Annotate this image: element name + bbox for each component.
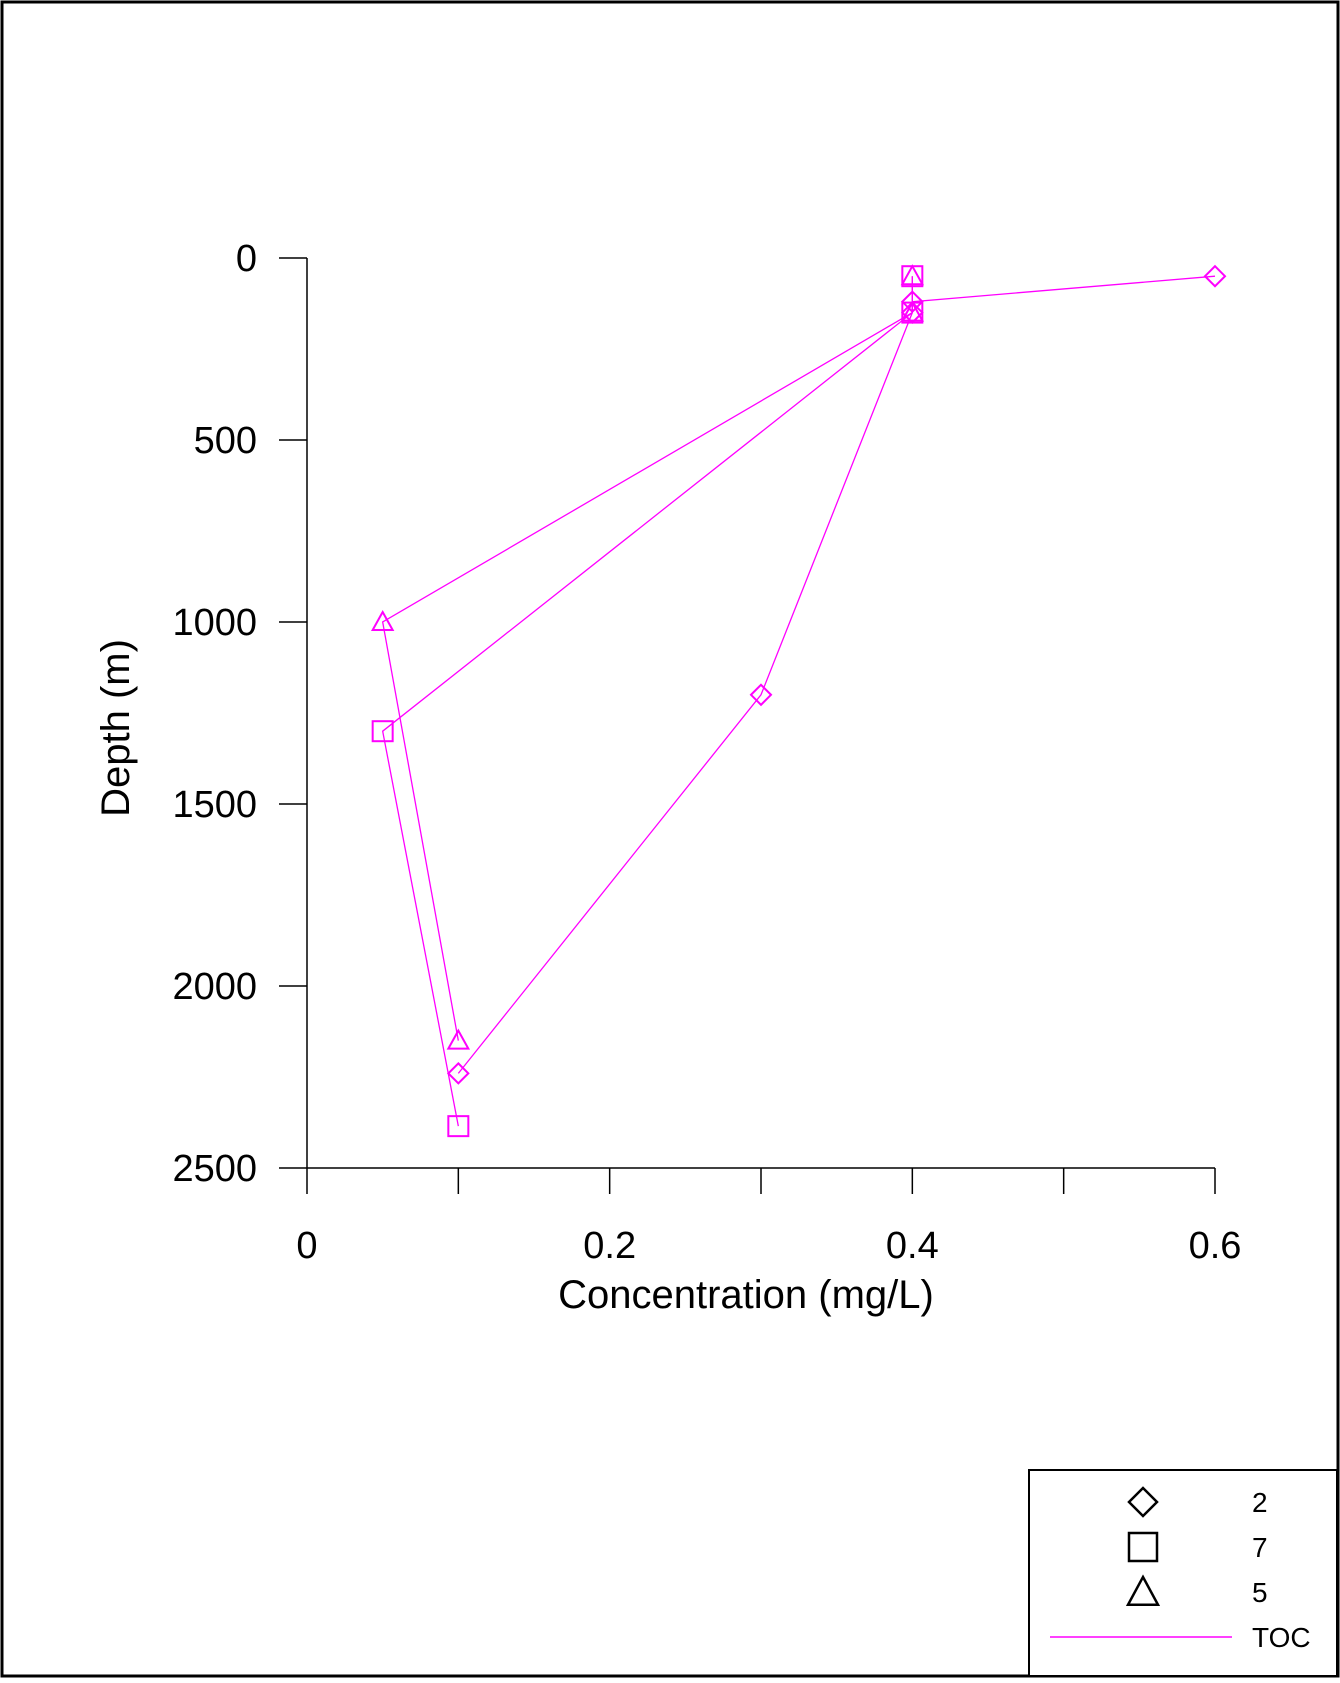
legend-box xyxy=(1028,1469,1338,1677)
data-point-triangle xyxy=(370,609,395,631)
legend-label: 7 xyxy=(1252,1532,1268,1563)
x-tick-label: 0.4 xyxy=(886,1225,939,1267)
tick-labels: 0 500 1000 1500 2000 2500 0 0.2 0.4 0.6 xyxy=(172,238,1241,1267)
legend-label: 2 xyxy=(1252,1487,1268,1518)
data-point-square xyxy=(447,1115,470,1138)
axes xyxy=(279,257,1216,1194)
x-axis-title: Concentration (mg/L) xyxy=(558,1273,934,1317)
data-markers xyxy=(370,264,1227,1138)
data-point-diamond xyxy=(900,290,924,314)
legend-items: 2 7 5 TOC xyxy=(1050,1486,1311,1653)
legend-diamond-icon xyxy=(1127,1486,1159,1518)
y-tick-label: 0 xyxy=(236,238,257,280)
legend-label: 5 xyxy=(1252,1577,1268,1608)
x-tick-label: 0 xyxy=(296,1225,317,1267)
y-axis-title: Depth (m) xyxy=(94,639,138,817)
legend-triangle-icon xyxy=(1125,1574,1161,1606)
legend-square-icon xyxy=(1127,1531,1159,1563)
y-tick-label: 500 xyxy=(194,420,257,462)
data-point-diamond xyxy=(749,683,773,707)
y-tick-label: 1500 xyxy=(172,784,257,826)
data-point-square xyxy=(371,720,394,743)
y-tick-label: 1000 xyxy=(172,602,257,644)
x-tick-label: 0.2 xyxy=(583,1225,636,1267)
legend: 2 7 5 TOC xyxy=(1028,1469,1338,1677)
y-tick-label: 2500 xyxy=(172,1148,257,1190)
data-point-diamond xyxy=(446,1061,470,1085)
data-point-triangle xyxy=(900,300,925,322)
series-line-5 xyxy=(381,276,913,1041)
data-point-triangle xyxy=(900,264,925,286)
x-tick-label: 0.6 xyxy=(1189,1225,1242,1267)
data-point-diamond xyxy=(1203,264,1227,288)
legend-label: TOC xyxy=(1252,1622,1311,1653)
y-tick-label: 2000 xyxy=(172,966,257,1008)
data-point-triangle xyxy=(446,1028,471,1050)
